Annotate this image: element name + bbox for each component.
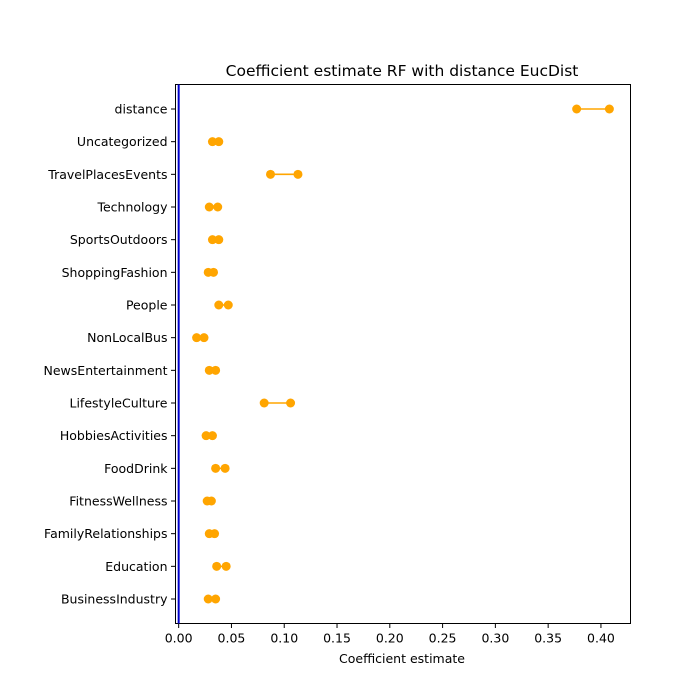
- y-tick-label: ShoppingFashion: [62, 265, 168, 280]
- x-tick-label: 0.05: [218, 631, 246, 646]
- y-tick-label: Education: [105, 559, 167, 574]
- low-point: [266, 169, 276, 179]
- high-point: [286, 398, 296, 408]
- plot-frame: [175, 84, 631, 624]
- y-tick-label: NonLocalBus: [87, 330, 167, 345]
- x-tick-label: 0.30: [481, 631, 509, 646]
- low-point: [201, 431, 211, 441]
- high-point: [223, 300, 233, 310]
- low-point: [211, 463, 221, 473]
- high-point: [221, 561, 231, 571]
- high-point: [211, 365, 221, 375]
- y-tick-label: People: [126, 298, 168, 313]
- low-point: [204, 202, 214, 212]
- x-tick-label: 0.25: [429, 631, 457, 646]
- y-tick-label: distance: [115, 102, 168, 117]
- high-point: [220, 463, 230, 473]
- high-point: [210, 529, 220, 539]
- y-tick-label: FamilyRelationships: [44, 526, 167, 541]
- high-point: [604, 104, 614, 114]
- x-axis: 0.00 0.05 0.10 0.15 0.20 0.25 0.30 0.35 0.40: [165, 623, 615, 646]
- high-point: [293, 169, 303, 179]
- y-tick-label: FoodDrink: [104, 461, 168, 476]
- low-point: [214, 300, 224, 310]
- high-point: [214, 137, 224, 147]
- low-point: [207, 235, 217, 245]
- y-tick-label: TravelPlacesEvents: [47, 167, 167, 182]
- y-tick-label: BusinessIndustry: [61, 592, 168, 607]
- x-tick-label: 0.15: [323, 631, 351, 646]
- y-tick-label: Technology: [96, 200, 168, 215]
- high-point: [214, 235, 224, 245]
- y-tick-label: NewsEntertainment: [44, 363, 168, 378]
- x-tick-label: 0.40: [587, 631, 615, 646]
- low-point: [204, 365, 214, 375]
- y-tick-label: FitnessWellness: [69, 494, 167, 509]
- low-point: [192, 333, 202, 343]
- x-axis-label: Coefficient estimate: [339, 651, 465, 666]
- high-point: [213, 202, 223, 212]
- low-point: [572, 104, 582, 114]
- y-tick-label: Uncategorized: [77, 134, 168, 149]
- high-point: [209, 267, 219, 277]
- low-point: [203, 594, 213, 604]
- high-point: [207, 431, 217, 441]
- low-point: [207, 137, 217, 147]
- low-point: [259, 398, 269, 408]
- y-axis: distance Uncategorized TravelPlacesEvents T…: [44, 102, 176, 607]
- high-point: [211, 594, 221, 604]
- x-tick-label: 0.10: [270, 631, 298, 646]
- low-point: [212, 561, 222, 571]
- high-point: [206, 496, 216, 506]
- y-tick-label: SportsOutdoors: [70, 232, 168, 247]
- x-tick-label: 0.00: [165, 631, 193, 646]
- x-tick-label: 0.35: [534, 631, 562, 646]
- x-tick-label: 0.20: [376, 631, 404, 646]
- high-point: [199, 333, 209, 343]
- marks-layer: [192, 104, 614, 604]
- y-tick-label: HobbiesActivities: [60, 428, 168, 443]
- y-tick-label: LifestyleCulture: [69, 396, 167, 411]
- chart-title: Coefficient estimate RF with distance Eu…: [226, 62, 579, 80]
